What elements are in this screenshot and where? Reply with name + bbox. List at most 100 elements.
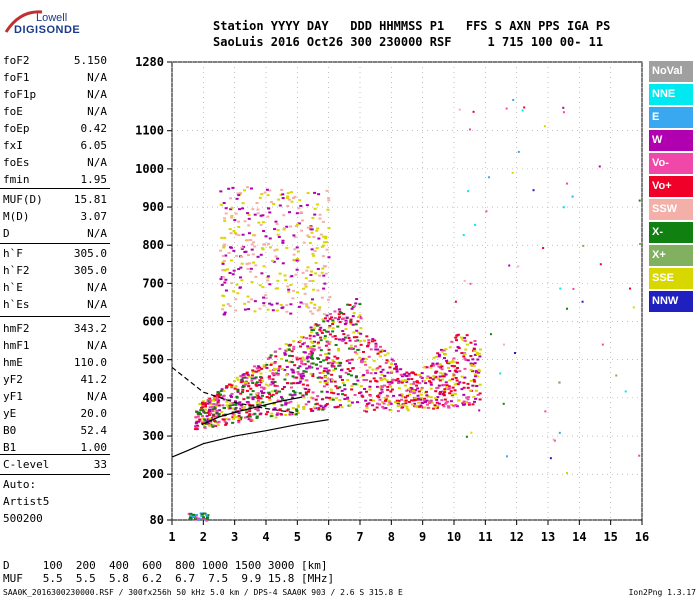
echo-point — [281, 197, 285, 200]
echo-point — [471, 403, 475, 406]
echo-point — [435, 387, 439, 390]
echo-point — [277, 367, 281, 370]
echo-point — [288, 393, 292, 396]
echo-point — [242, 245, 246, 248]
echo-point — [269, 201, 273, 204]
echo-point — [270, 390, 274, 393]
echo-point — [236, 388, 240, 391]
echo-point — [462, 355, 466, 358]
echo-point — [462, 401, 466, 404]
echo-point — [420, 386, 424, 389]
param-value: 41.2 — [80, 373, 108, 386]
legend-item-x: X- — [649, 222, 693, 243]
param-row-hmf1: hmF1 N/A — [3, 339, 107, 355]
echo-point — [325, 403, 329, 406]
echo-point — [253, 234, 257, 237]
echo-point — [543, 125, 546, 128]
x-tick-label: 14 — [572, 530, 586, 544]
echo-point — [306, 347, 310, 350]
echo-point — [380, 373, 384, 376]
echo-point — [241, 391, 245, 394]
echo-point — [272, 202, 276, 205]
echo-point — [460, 375, 464, 378]
echo-point — [275, 222, 279, 225]
echo-point — [435, 398, 439, 401]
echo-point — [380, 401, 384, 404]
echo-point — [209, 418, 213, 421]
echo-point — [208, 402, 212, 405]
param-row-b0: B0 52.4 — [3, 424, 107, 440]
echo-point — [259, 386, 263, 389]
echo-point — [378, 365, 382, 368]
echo-point — [298, 199, 302, 202]
echo-point — [268, 237, 272, 240]
echo-point — [434, 406, 438, 409]
echo-point — [225, 404, 229, 407]
x-tick-label: 3 — [231, 530, 238, 544]
echo-point — [336, 361, 340, 364]
echo-point — [212, 403, 216, 406]
echo-point — [214, 415, 218, 418]
echo-point — [288, 360, 292, 363]
echo-point — [251, 419, 255, 422]
x-tick-label: 1 — [168, 530, 175, 544]
echo-point — [473, 343, 477, 346]
echo-point — [354, 340, 358, 343]
echo-point — [324, 404, 328, 407]
echo-point — [343, 384, 347, 387]
echo-point — [287, 290, 291, 293]
echo-point — [285, 409, 289, 412]
param-label: yE — [3, 407, 17, 420]
echo-point — [447, 361, 451, 364]
echo-point — [477, 368, 481, 371]
echo-point — [458, 108, 461, 111]
echo-point — [270, 303, 274, 306]
echo-point — [311, 373, 315, 376]
echo-point — [237, 268, 241, 271]
echo-point — [420, 376, 424, 379]
echo-point — [283, 353, 287, 356]
echo-point — [463, 357, 467, 360]
echo-point — [234, 212, 238, 215]
param-value: 6.05 — [80, 139, 108, 152]
echo-point — [374, 348, 378, 351]
echo-point — [304, 391, 308, 394]
echo-point — [311, 349, 315, 352]
legend-item-x: X+ — [649, 245, 693, 266]
echo-point — [245, 376, 249, 379]
param-label: D — [3, 227, 10, 240]
echo-point — [286, 373, 290, 376]
echo-point — [309, 350, 313, 353]
echo-point — [253, 245, 257, 248]
echo-point — [324, 353, 328, 356]
echo-point — [217, 392, 221, 395]
echo-point — [209, 399, 213, 402]
echo-point — [405, 380, 409, 383]
param-value: 20.0 — [80, 407, 108, 420]
echo-point — [410, 371, 414, 374]
echo-point — [227, 383, 231, 386]
echo-point — [246, 396, 250, 399]
echo-point — [251, 371, 255, 374]
echo-point — [318, 371, 322, 374]
echo-point — [325, 396, 329, 399]
echo-point — [245, 401, 249, 404]
echo-point — [458, 381, 462, 384]
echo-point — [442, 375, 446, 378]
param-value: 305.0 — [73, 264, 107, 277]
echo-point — [451, 360, 455, 363]
echo-point — [410, 387, 414, 390]
echo-point — [327, 326, 331, 329]
echo-point — [553, 439, 556, 442]
echo-point — [346, 398, 350, 401]
echo-point — [270, 381, 274, 384]
echo-point — [434, 371, 438, 374]
echo-point — [262, 302, 266, 305]
echo-point — [308, 279, 312, 282]
echo-point — [347, 400, 351, 403]
echo-point — [287, 401, 291, 404]
echo-point — [253, 370, 257, 373]
echo-point — [225, 385, 229, 388]
param-row-hf2: h`F2 305.0 — [3, 264, 107, 280]
echo-point — [289, 303, 293, 306]
